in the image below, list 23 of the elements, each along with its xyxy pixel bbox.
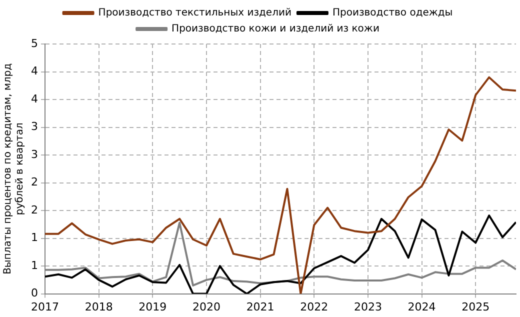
y-tick-label: 0 xyxy=(31,286,38,300)
x-tick-label: 2019 xyxy=(138,300,167,314)
legend-label: Производство текстильных изделий xyxy=(98,8,292,19)
y-tick-label: 4 xyxy=(31,64,38,78)
y-axis-title: Выплаты процентов по кредитам, млрд рублей в квартал xyxy=(2,63,26,274)
y-tick-label: 3 xyxy=(31,120,38,134)
y-tick-label: 5 xyxy=(31,36,38,50)
legend-label: Производство кожи и изделий из кожи xyxy=(172,24,380,35)
x-tick-label: 2022 xyxy=(300,300,328,314)
y-tick-label: 1 xyxy=(31,231,38,244)
x-tick-label: 2017 xyxy=(31,300,59,314)
y-tick-label: 4 xyxy=(31,92,38,106)
x-tick-label: 2021 xyxy=(246,300,274,314)
y-tick-label: 3 xyxy=(31,148,38,161)
y-tick-label: 1 xyxy=(31,258,38,272)
legend-label: Производство одежды xyxy=(332,8,453,19)
y-tick-label: 2 xyxy=(31,203,38,216)
y-tick-label: 2 xyxy=(31,176,38,189)
x-tick-label: 2025 xyxy=(462,300,490,314)
x-tick-label: 2020 xyxy=(192,300,220,314)
x-tick-label: 2023 xyxy=(354,300,382,314)
x-tick-label: 2024 xyxy=(408,300,436,314)
x-tick-label: 2018 xyxy=(84,300,113,314)
